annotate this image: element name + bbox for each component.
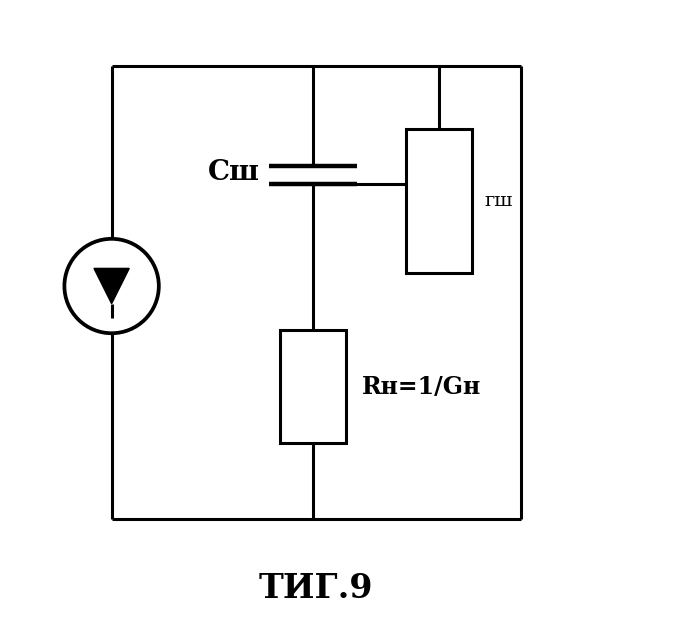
Text: гш: гш [484, 192, 513, 210]
Bar [407, 129, 472, 274]
Text: Rн=1/Gн: Rн=1/Gн [362, 375, 481, 399]
Text: ΤИГ.9: ΤИГ.9 [259, 572, 373, 605]
Polygon shape [94, 269, 130, 304]
Text: Сш: Сш [207, 159, 260, 185]
Bar [280, 330, 346, 443]
